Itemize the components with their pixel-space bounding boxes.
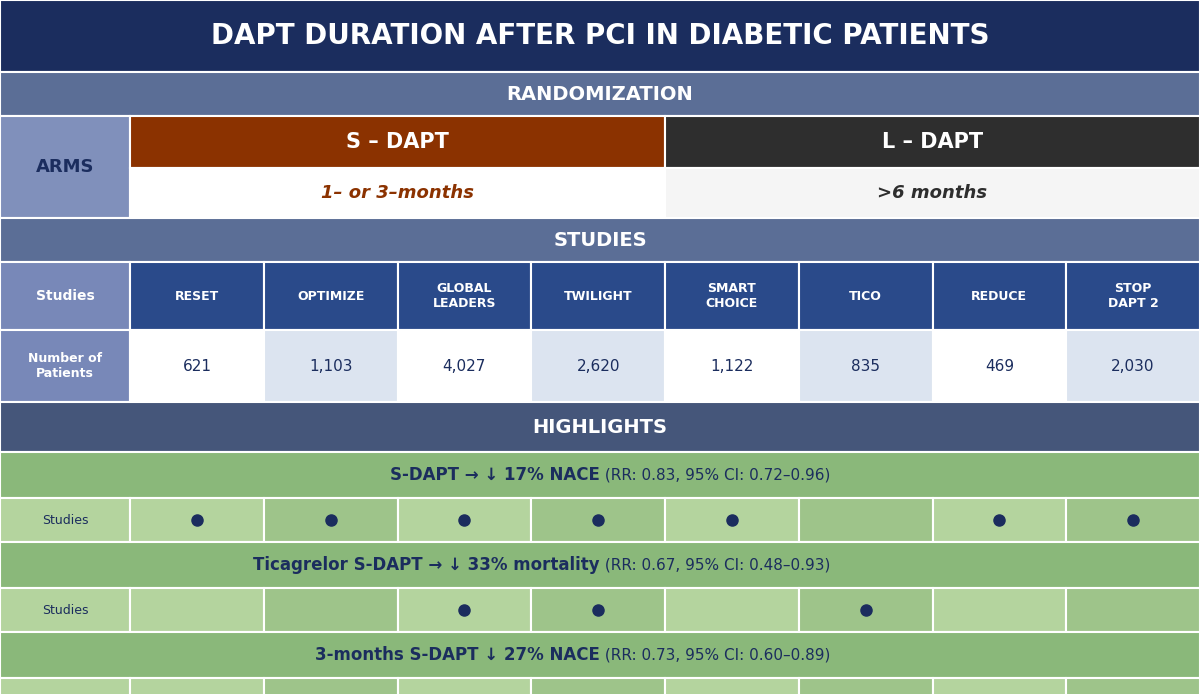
Bar	[0, 678, 130, 694]
Bar	[1067, 588, 1200, 632]
Text: DAPT DURATION AFTER PCI IN DIABETIC PATIENTS: DAPT DURATION AFTER PCI IN DIABETIC PATI…	[211, 22, 989, 50]
Bar	[799, 678, 932, 694]
Bar	[665, 678, 799, 694]
Bar	[1067, 678, 1200, 694]
Bar	[1067, 498, 1200, 542]
Bar	[130, 168, 665, 218]
Bar	[130, 262, 264, 330]
Bar	[665, 330, 799, 402]
Text: 1,103: 1,103	[308, 359, 353, 373]
Bar	[665, 168, 1200, 218]
Bar	[130, 116, 665, 168]
Bar	[397, 330, 532, 402]
Bar	[665, 262, 799, 330]
Bar	[532, 262, 665, 330]
Bar	[799, 330, 932, 402]
Bar	[130, 678, 264, 694]
Text: Studies: Studies	[42, 514, 89, 527]
Bar	[0, 116, 130, 218]
Bar	[0, 588, 130, 632]
Bar	[0, 498, 130, 542]
Text: STUDIES: STUDIES	[553, 230, 647, 250]
Text: 3-months S-DAPT ↓ 27% NACE: 3-months S-DAPT ↓ 27% NACE	[316, 646, 600, 664]
Bar	[0, 262, 130, 330]
Text: L – DAPT: L – DAPT	[882, 132, 983, 152]
Bar	[130, 588, 264, 632]
Text: 469: 469	[985, 359, 1014, 373]
Bar	[932, 678, 1067, 694]
Bar	[1067, 330, 1200, 402]
Text: STOP
DAPT 2: STOP DAPT 2	[1108, 282, 1158, 310]
Text: S – DAPT: S – DAPT	[346, 132, 449, 152]
Text: RANDOMIZATION: RANDOMIZATION	[506, 85, 694, 103]
Text: 4,027: 4,027	[443, 359, 486, 373]
Text: Studies: Studies	[36, 289, 95, 303]
Bar	[799, 262, 932, 330]
Text: (RR: 0.73, 95% CI: 0.60–0.89): (RR: 0.73, 95% CI: 0.60–0.89)	[600, 648, 830, 663]
Bar	[799, 498, 932, 542]
Bar	[932, 498, 1067, 542]
Bar	[397, 588, 532, 632]
Text: 621: 621	[182, 359, 211, 373]
Bar	[264, 588, 397, 632]
Bar	[932, 588, 1067, 632]
Text: S-DAPT → ↓ 17% NACE: S-DAPT → ↓ 17% NACE	[390, 466, 600, 484]
Text: 835: 835	[851, 359, 880, 373]
Bar	[0, 0, 1200, 72]
Text: (RR: 0.83, 95% CI: 0.72–0.96): (RR: 0.83, 95% CI: 0.72–0.96)	[600, 468, 830, 482]
Text: OPTIMIZE: OPTIMIZE	[296, 289, 365, 303]
Bar	[932, 262, 1067, 330]
Bar	[532, 588, 665, 632]
Bar	[0, 452, 1200, 498]
Text: 1,122: 1,122	[710, 359, 754, 373]
Text: REDUCE: REDUCE	[971, 289, 1027, 303]
Bar	[932, 330, 1067, 402]
Bar	[397, 498, 532, 542]
Text: GLOBAL
LEADERS: GLOBAL LEADERS	[433, 282, 496, 310]
Bar	[397, 678, 532, 694]
Bar	[264, 498, 397, 542]
Bar	[0, 542, 1200, 588]
Text: TWILIGHT: TWILIGHT	[564, 289, 632, 303]
Bar	[0, 330, 130, 402]
Text: >6 months: >6 months	[877, 184, 988, 202]
Bar	[264, 678, 397, 694]
Text: Studies: Studies	[42, 604, 89, 616]
Text: ARMS: ARMS	[36, 158, 95, 176]
Bar	[1067, 262, 1200, 330]
Bar	[130, 498, 264, 542]
Bar	[665, 498, 799, 542]
Text: HIGHLIGHTS: HIGHLIGHTS	[533, 418, 667, 437]
Bar	[665, 116, 1200, 168]
Bar	[0, 72, 1200, 116]
Text: 2,030: 2,030	[1111, 359, 1154, 373]
Bar	[532, 498, 665, 542]
Bar	[264, 262, 397, 330]
Bar	[665, 588, 799, 632]
Bar	[264, 330, 397, 402]
Bar	[0, 402, 1200, 452]
Text: (RR: 0.67, 95% CI: 0.48–0.93): (RR: 0.67, 95% CI: 0.48–0.93)	[600, 557, 830, 573]
Text: RESET: RESET	[175, 289, 220, 303]
Text: 2,620: 2,620	[576, 359, 620, 373]
Text: SMART
CHOICE: SMART CHOICE	[706, 282, 758, 310]
Bar	[0, 218, 1200, 262]
Bar	[0, 632, 1200, 678]
Bar	[799, 588, 932, 632]
Bar	[397, 262, 532, 330]
Text: Ticagrelor S-DAPT → ↓ 33% mortality: Ticagrelor S-DAPT → ↓ 33% mortality	[253, 556, 600, 574]
Text: TICO: TICO	[850, 289, 882, 303]
Text: 1– or 3–months: 1– or 3–months	[322, 184, 474, 202]
Text: Number of
Patients: Number of Patients	[28, 352, 102, 380]
Bar	[130, 330, 264, 402]
Bar	[532, 678, 665, 694]
Bar	[532, 330, 665, 402]
